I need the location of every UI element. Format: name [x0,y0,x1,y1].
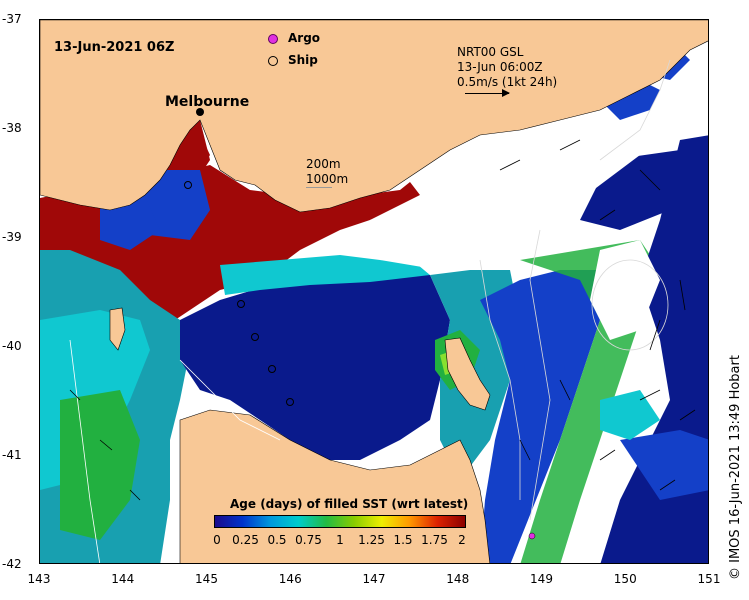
y-tick-label: -39 [2,230,22,244]
ship-legend-icon [268,56,278,66]
x-tick-label: 149 [530,572,553,586]
colorbar-tick-label: 1.75 [421,533,448,547]
ship-markers [184,181,294,406]
ship-legend: Ship [268,53,368,70]
melbourne-marker [196,108,204,116]
argo-legend-icon [268,34,278,44]
city-label: Melbourne [165,94,250,110]
depth-legend-line [306,187,332,188]
current-legend-line3: 0.5m/s (1kt 24h) [457,75,558,89]
colorbar-tick-label: 1.25 [358,533,385,547]
current-legend-line2: 13-Jun 06:00Z [457,60,543,74]
x-tick-label: 143 [27,572,51,586]
argo-legend-label: Argo [288,31,321,45]
depth-legend-200m: 200m [306,157,341,171]
x-tick-label: 145 [195,572,218,586]
map-canvas [40,20,708,563]
x-tick-label: 144 [111,572,135,586]
x-tick-label: 148 [446,572,470,586]
current-legend-arrowhead [502,89,510,97]
x-tick-label: 151 [697,572,721,586]
colorbar-tick-label: 0.75 [295,533,322,547]
current-legend-line1: NRT00 GSL [457,45,524,59]
bathymetry-contours [69,59,671,563]
side-caption: © IMOS 16-Jun-2021 13:49 Hobart [728,355,743,580]
colorbar-tick-label: 0 [213,533,221,547]
colorbar-tick-label: 1 [336,533,344,547]
argo-legend: Argo [268,31,368,48]
colorbar-tick-label: 0.5 [267,533,287,547]
colorbar-title: Age (days) of filled SST (wrt latest) [230,497,469,511]
date-label: 13-Jun-2021 06Z [54,40,175,55]
current-arrows [69,139,696,501]
ship-legend-label: Ship [288,53,318,67]
colorbar-tick-label: 2 [458,533,466,547]
y-tick-label: -40 [2,339,22,353]
y-tick-label: -38 [2,121,22,135]
y-tick-label: -42 [2,557,22,571]
x-tick-label: 146 [278,572,302,586]
colorbar-tick-label: 1.5 [393,533,413,547]
depth-legend-1000m: 1000m [306,172,349,186]
sst-map: 13-Jun-2021 06Z Melbourne Argo Ship 200m… [39,19,709,564]
y-tick-label: -37 [2,12,22,26]
colorbar [214,515,466,528]
y-tick-label: -41 [2,448,22,462]
colorbar-tick-label: 0.25 [232,533,259,547]
sst-field [40,40,708,563]
x-tick-label: 147 [362,572,386,586]
x-tick-label: 150 [613,572,637,586]
argo-marker [528,532,536,540]
current-legend-arrow [465,93,509,94]
